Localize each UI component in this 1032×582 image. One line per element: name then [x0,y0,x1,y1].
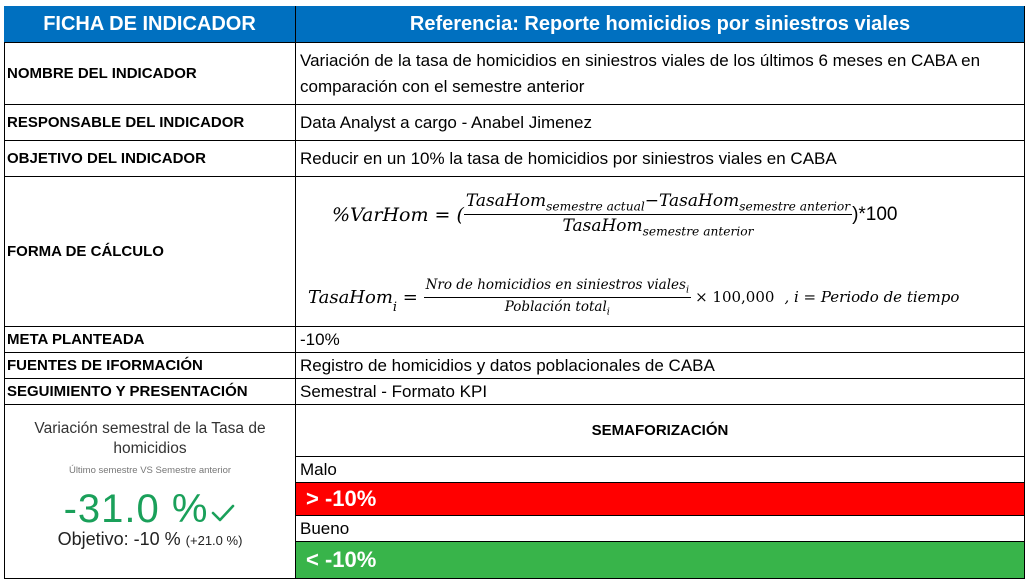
formula1-num-a-sub: semestre actual [546,199,645,214]
formula2-cond: , i = Periodo de tiempo [784,288,960,307]
value-seguimiento: Semestral - Formato KPI [296,379,1025,405]
kpi-title: Variación semestral de la Tasa de homici… [34,420,266,457]
indicator-sheet: FICHA DE INDICADOR Referencia: Reporte h… [4,6,1025,579]
formula2-lhs-sub: i [392,300,398,316]
value-fuentes: Registro de homicidios y datos poblacion… [296,353,1025,379]
formula2-lhs: TasaHom [308,286,393,308]
formula2-fraction: Nro de homicidios en siniestros vialesi … [423,277,692,318]
kpi-goal-text: Objetivo: -10 % [57,529,181,549]
value-objetivo: Reducir en un 10% la tasa de homicidios … [296,141,1025,177]
label-meta: META PLANTEADA [4,327,296,353]
formula2-times: × 100,000 [695,288,775,307]
formula1-num-a: TasaHom [465,191,547,211]
value-meta: -10% [296,327,1025,353]
label-objetivo: OBJETIVO DEL INDICADOR [4,141,296,177]
label-nombre: NOMBRE DEL INDICADOR [4,43,296,105]
kpi-card: Variación semestral de la Tasa de homici… [4,405,296,579]
formula-variacion: %VarHom = ( TasaHomsemestre actual−TasaH… [332,191,898,239]
formula1-den: TasaHom [562,216,643,237]
semaforo-title: SEMAFORIZACIÓN [296,405,1025,457]
formula1-tail: )*100 [852,203,898,225]
formula2-num: Nro de homicidios en siniestros viales [425,277,686,293]
label-forma-calculo: FORMA DE CÁLCULO [4,177,296,327]
semaforo-malo-label: Malo [296,457,1025,483]
kpi-value: -31.0 % [4,487,295,534]
formula2-num-sub: i [685,284,690,296]
label-seguimiento: SEGUIMIENTO Y PRESENTACIÓN [4,379,296,405]
header-title-left: FICHA DE INDICADOR [4,6,296,43]
formula1-num-b-sub: semestre anterior [739,199,851,214]
semaforo-bueno-label: Bueno [296,516,1025,542]
value-responsable: Data Analyst a cargo - Anabel Jimenez [296,105,1025,141]
formula1-num-b: TasaHom [659,191,740,211]
checkmark-icon [210,489,236,534]
semaforo-bueno-band: < -10% [296,542,1025,579]
header-title-right: Referencia: Reporte homicidios por sinie… [296,6,1025,43]
formula-tasa: TasaHom i = Nro de homicidios en siniestr… [308,277,959,317]
semaforo-malo-band: > -10% [296,483,1025,516]
formula1-den-sub: semestre anterior [642,224,754,239]
kpi-value-text: -31.0 % [63,487,209,531]
formula1-fraction: TasaHomsemestre actual−TasaHomsemestre a… [463,191,853,239]
kpi-delta: (+21.0 %) [185,533,243,548]
kpi-goal: Objetivo: -10 % (+21.0 %) [4,529,295,550]
formula2-eq: = [397,286,424,308]
formula2-den-sub: i [606,306,610,318]
kpi-subtitle: Último semestre VS Semestre anterior [68,465,232,476]
formula2-den: Población total [504,298,607,315]
formula1-lhs: %VarHom = ( [332,203,464,226]
formula-cell: %VarHom = ( TasaHomsemestre actual−TasaH… [296,177,1025,327]
formula1-minus: − [644,191,660,211]
label-responsable: RESPONSABLE DEL INDICADOR [4,105,296,141]
label-fuentes: FUENTES DE IFORMACIÓN [4,353,296,379]
value-nombre: Variación de la tasa de homicidios en si… [296,43,1025,105]
